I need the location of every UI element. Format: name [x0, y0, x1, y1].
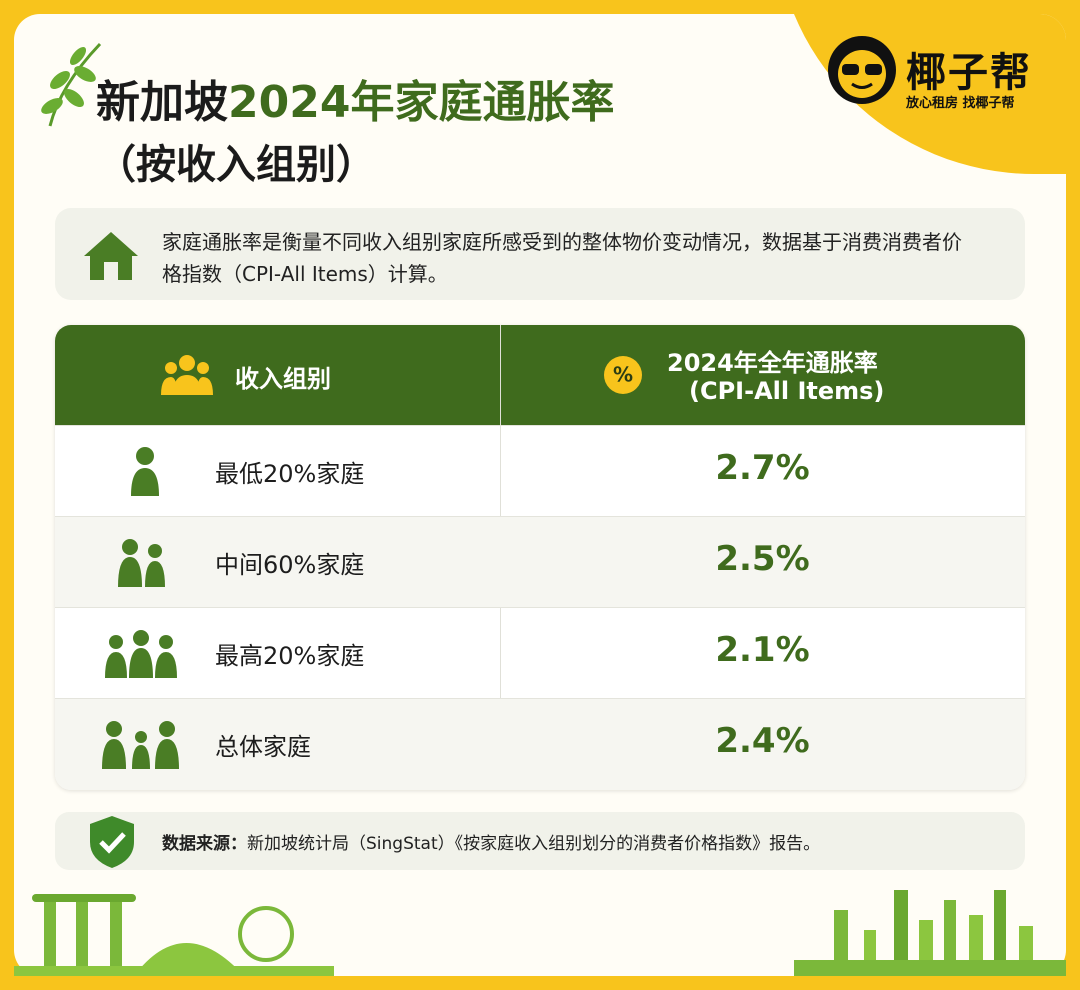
row-label: 总体家庭 [215, 733, 311, 761]
logo-icon [828, 36, 896, 104]
column-header: 收入组别 [235, 365, 331, 393]
shield-icon [90, 816, 134, 868]
title-part: 新加坡 [96, 77, 228, 128]
title-highlight: 2024年家庭通胀率 [228, 77, 615, 128]
source-label: 数据来源： [162, 834, 247, 854]
intro-box [55, 208, 1025, 300]
person-icon [118, 539, 165, 587]
table-row: 中间60%家庭 2.5% [55, 516, 1025, 608]
source-box [55, 812, 1025, 870]
source-text: 新加坡统计局（SingStat）《按家庭收入组别划分的消费者价格指数》报告。 [247, 834, 821, 854]
source: 数据来源：新加坡统计局（SingStat）《按家庭收入组别划分的消费者价格指数》… [162, 829, 820, 854]
intro-text: 家庭通胀率是衡量不同收入组别家庭所感受到的整体物价变动情况，数据基于消费消费者价… [162, 230, 962, 286]
table-header: 收入组别 % 2024年全年通胀率 (CPI-All Items) [55, 325, 1025, 425]
row-value: 2.4% [715, 721, 810, 761]
person-icon [105, 630, 177, 678]
subtitle: （按收入组别） [96, 142, 376, 188]
brand-name: 椰子帮 [906, 50, 1032, 96]
table-row: 最低20%家庭 2.7% [55, 425, 1025, 517]
row-label: 中间60%家庭 [215, 551, 365, 579]
table-row: 总体家庭 2.4% [55, 698, 1025, 790]
row-value: 2.5% [715, 539, 810, 579]
row-value: 2.1% [715, 630, 810, 670]
column-header: 2024年全年通胀率 [667, 349, 878, 377]
title: 新加坡2024年家庭通胀率 [96, 66, 614, 130]
column-note: (CPI-All Items) [689, 377, 885, 405]
row-value: 2.7% [715, 448, 810, 488]
person-icon [131, 447, 159, 496]
table-row: 最高20%家庭 2.1% [55, 607, 1025, 699]
percent-badge: % [604, 356, 642, 394]
row-label: 最低20%家庭 [215, 460, 365, 488]
leaf-decoration [41, 42, 102, 127]
group-icon [161, 355, 213, 395]
skyline-decoration [14, 890, 1066, 976]
table: 收入组别 % 2024年全年通胀率 (CPI-All Items) 最低20%家… [55, 325, 1025, 790]
row-label: 最高20%家庭 [215, 642, 365, 670]
brand-slogan: 放心租房 找椰子帮 [906, 96, 1015, 111]
person-icon [102, 721, 179, 769]
percent-icon: % [613, 363, 633, 387]
house-icon [84, 232, 138, 280]
